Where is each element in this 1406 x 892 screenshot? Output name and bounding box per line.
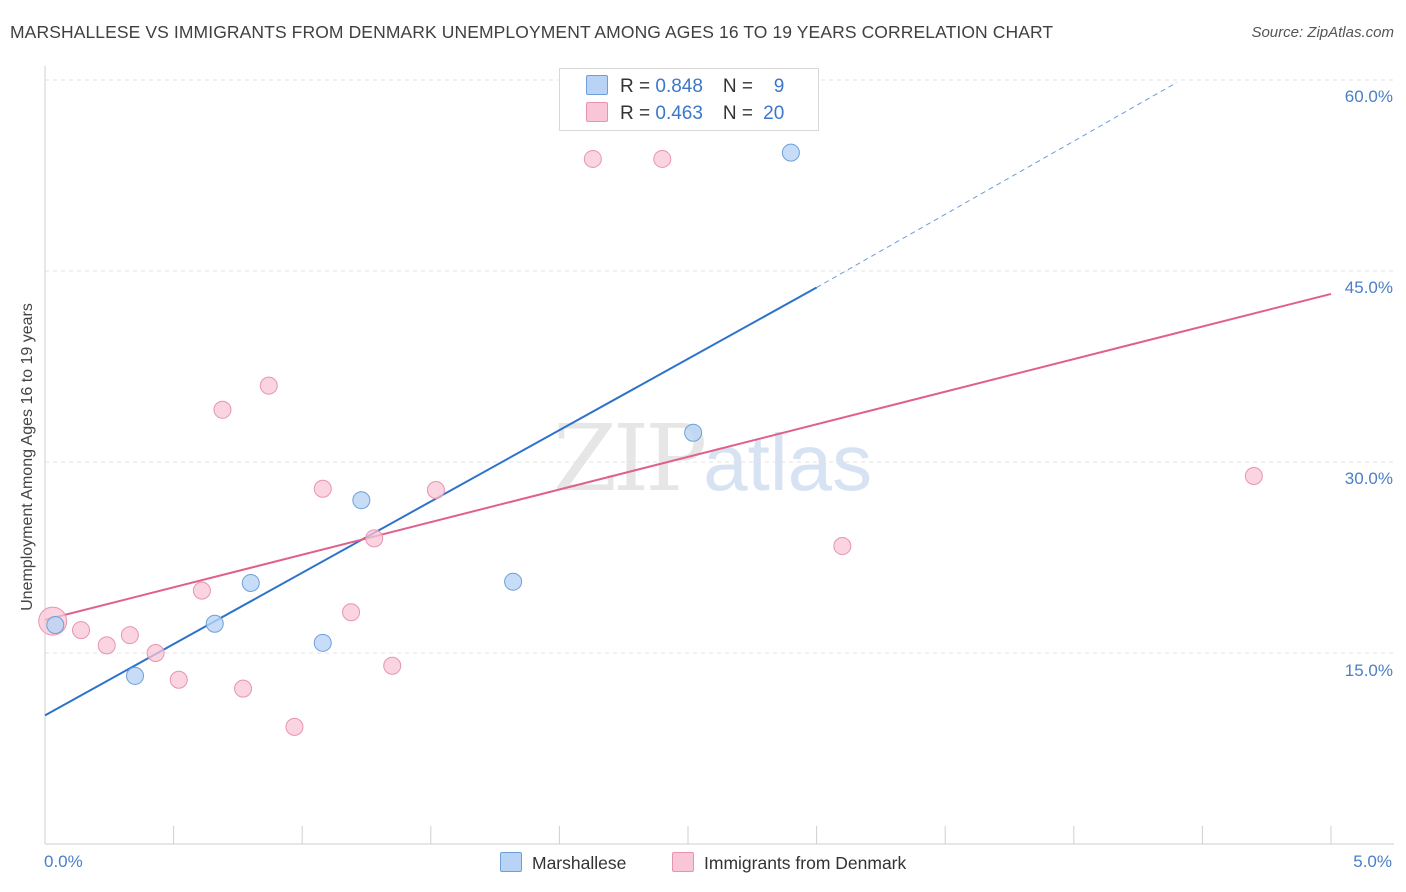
legend-n-label: N =	[722, 76, 759, 97]
marshallese-point	[126, 666, 145, 685]
x-tick-label-min: 0.0%	[44, 852, 83, 871]
legend-r-value: 0.848	[655, 76, 703, 97]
denmark-point	[120, 626, 139, 645]
y-tick-label-60: 60.0%	[1344, 87, 1393, 106]
denmark-point	[213, 400, 232, 419]
denmark-point	[342, 603, 361, 622]
zipatlas-watermark: ZIPatlas	[553, 405, 872, 512]
denmark-point	[426, 481, 445, 500]
marshallese-trendline	[44, 286, 818, 717]
marshallese-point	[684, 423, 703, 442]
legend-row-marshallese: R = 0.848 N = 9	[586, 75, 784, 99]
denmark-point	[259, 376, 278, 395]
denmark-point	[383, 656, 402, 675]
legend-n-value: 9	[773, 76, 785, 97]
marshallese-point	[46, 615, 65, 634]
chart-title: MARSHALLESE VS IMMIGRANTS FROM DENMARK U…	[10, 22, 1054, 42]
marshallese-point	[313, 633, 332, 652]
marshallese-legend-swatch	[500, 852, 522, 872]
bottom-legend-marshallese: Marshallese	[500, 852, 626, 874]
legend-r-label: R =	[620, 76, 656, 97]
data-points	[38, 143, 1263, 736]
denmark-point	[583, 149, 602, 168]
y-tick-label-30: 30.0%	[1344, 469, 1393, 488]
y-tick-label-45: 45.0%	[1344, 278, 1393, 297]
legend-r-value: 0.463	[655, 103, 703, 124]
marshallese-swatch	[586, 75, 608, 95]
marshallese-point	[781, 143, 800, 162]
denmark-point	[97, 636, 116, 655]
y-tick-label-15: 15.0%	[1344, 661, 1393, 680]
source-credit: Source: ZipAtlas.com	[1251, 24, 1394, 41]
legend-r-label: R =	[620, 103, 656, 124]
bottom-legend-denmark: Immigrants from Denmark	[672, 852, 906, 874]
y-axis-label: Unemployment Among Ages 16 to 19 years	[19, 303, 36, 611]
legend-row-denmark: R = 0.463 N = 20	[586, 102, 784, 126]
denmark-point	[146, 644, 165, 662]
denmark-swatch	[586, 102, 608, 122]
denmark-point	[365, 529, 384, 548]
watermark-atlas: atlas	[703, 418, 873, 507]
legend-label: Marshallese	[532, 853, 627, 873]
trendlines	[44, 82, 1332, 717]
denmark-point	[285, 717, 304, 736]
denmark-point	[234, 679, 253, 698]
marshallese-point	[241, 573, 260, 592]
denmark-point	[833, 537, 852, 556]
legend-label: Immigrants from Denmark	[704, 853, 907, 873]
grid-lines	[45, 79, 1394, 654]
marshallese-point	[205, 614, 224, 633]
marshallese-point	[504, 572, 523, 591]
axes	[44, 66, 1394, 845]
marshallese-trendline-extension	[816, 82, 1177, 288]
legend-n-label: N =	[722, 103, 759, 124]
legend-n-value: 20	[763, 103, 785, 124]
correlation-legend: R = 0.848 N = 9 R = 0.463 N = 20	[559, 68, 819, 131]
denmark-point	[72, 621, 91, 640]
marshallese-point	[352, 491, 371, 510]
x-tick-label-max: 5.0%	[1353, 852, 1392, 871]
denmark-legend-swatch	[672, 852, 694, 872]
denmark-point	[192, 581, 211, 600]
denmark-point	[653, 149, 672, 168]
denmark-trendline	[44, 292, 1332, 621]
denmark-point	[1244, 467, 1263, 486]
denmark-point	[313, 479, 332, 498]
denmark-point	[169, 670, 188, 689]
